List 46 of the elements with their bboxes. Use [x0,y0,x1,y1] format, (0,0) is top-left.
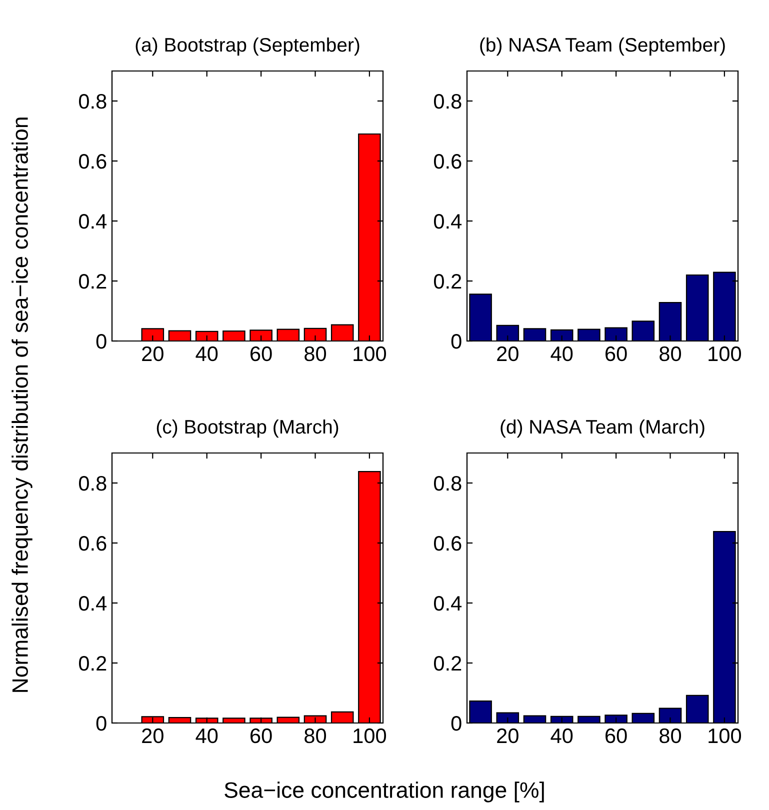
x-tick-label: 40 [196,728,218,744]
x-tick-label: 60 [606,728,627,744]
chart-title: (c) Bootstrap (March) [156,419,338,438]
x-tick-label: 100 [354,346,386,362]
x-tick-label: 100 [708,728,742,744]
x-tick-label: 40 [550,346,573,362]
y-tick-label: 0.2 [78,274,106,289]
y-tick-label: 0.2 [434,656,462,671]
x-tick-label: 80 [304,728,326,744]
y-axis-title: Normalised frequency distribution of sea−ice concentration [12,118,32,692]
y-tick-label: 0 [451,716,462,731]
x-tick-label: 80 [660,728,682,744]
y-tick-label: 0.6 [78,154,106,169]
x-tick-label: 80 [304,346,326,362]
chart-title: (a) Bootstrap (September) [136,37,360,56]
y-tick-label: 0.8 [78,94,106,109]
y-tick-label: 0.2 [78,656,106,671]
x-tick-label: 60 [250,346,272,362]
x-tick-label: 40 [550,728,573,744]
y-tick-label: 0.4 [78,596,107,611]
x-tick-label: 80 [660,346,682,362]
y-tick-label: 0.4 [434,596,462,611]
y-tick-label: 0.4 [78,214,107,229]
y-tick-label: 0.8 [434,476,462,491]
x-tick-label: 60 [250,728,272,744]
x-tick-label: 60 [606,346,627,362]
y-tick-label: 0.6 [78,536,106,551]
y-tick-label: 0 [451,334,462,349]
x-axis-title: Sea−ice concentration range [%] [224,782,544,802]
y-tick-label: 0 [96,716,106,731]
y-tick-label: 0 [96,334,106,349]
y-tick-label: 0.6 [434,536,462,551]
x-tick-label: 20 [142,728,164,744]
y-tick-label: 0.2 [434,274,462,289]
x-tick-label: 20 [497,346,518,362]
x-tick-label: 20 [142,346,164,362]
x-tick-label: 20 [497,728,518,744]
y-tick-label: 0.4 [434,214,462,229]
y-tick-label: 0.8 [434,94,462,109]
x-tick-label: 100 [354,728,386,744]
chart-title: (d) NASA Team (March) [500,419,704,438]
x-tick-label: 40 [196,346,218,362]
x-tick-label: 100 [708,346,742,362]
chart-title: (b) NASA Team (September) [480,37,725,56]
y-tick-label: 0.8 [78,476,106,491]
y-tick-label: 0.6 [434,154,462,169]
